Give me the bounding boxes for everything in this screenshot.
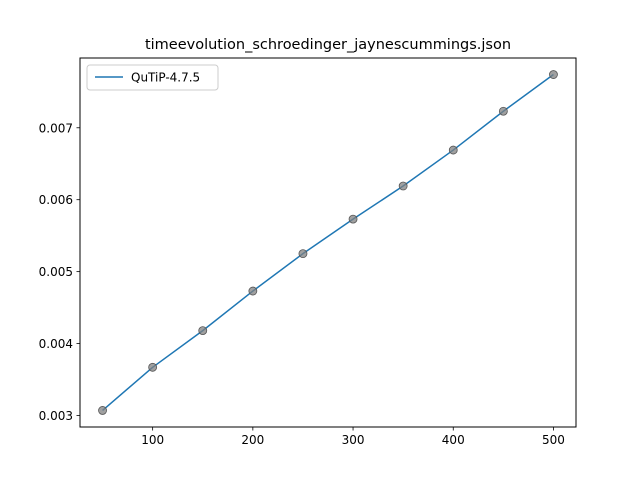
data-point bbox=[348, 214, 358, 224]
data-point bbox=[148, 362, 158, 372]
y-tick-label: 0.005 bbox=[39, 265, 73, 279]
data-point bbox=[398, 181, 408, 191]
y-tick-label: 0.006 bbox=[39, 193, 73, 207]
x-tick-label: 500 bbox=[542, 433, 565, 447]
plot-area bbox=[98, 70, 558, 415]
y-tick-label: 0.007 bbox=[39, 121, 73, 135]
x-tick-label: 200 bbox=[241, 433, 264, 447]
legend-label: QuTiP-4.7.5 bbox=[131, 71, 200, 85]
x-tick-label: 100 bbox=[141, 433, 164, 447]
data-point bbox=[248, 286, 258, 296]
series-line bbox=[102, 73, 554, 412]
y-tick-label: 0.003 bbox=[39, 409, 73, 423]
data-point bbox=[448, 145, 458, 155]
data-point bbox=[98, 406, 107, 415]
data-point bbox=[198, 326, 208, 336]
axes-frame bbox=[79, 57, 577, 428]
x-tick-label: 400 bbox=[442, 433, 465, 447]
chart-title: timeevolution_schroedinger_jaynescumming… bbox=[145, 37, 511, 53]
legend-box bbox=[86, 64, 219, 91]
x-tick-label: 300 bbox=[342, 433, 365, 447]
data-point bbox=[498, 106, 508, 116]
legend: QuTiP-4.7.5 bbox=[86, 64, 219, 91]
axes: 100 200 300 400 500 0.003 0.004 0.005 0.006 0.007 bbox=[39, 121, 565, 447]
data-point bbox=[298, 249, 308, 259]
data-point bbox=[549, 70, 558, 79]
y-tick-label: 0.004 bbox=[39, 337, 73, 351]
